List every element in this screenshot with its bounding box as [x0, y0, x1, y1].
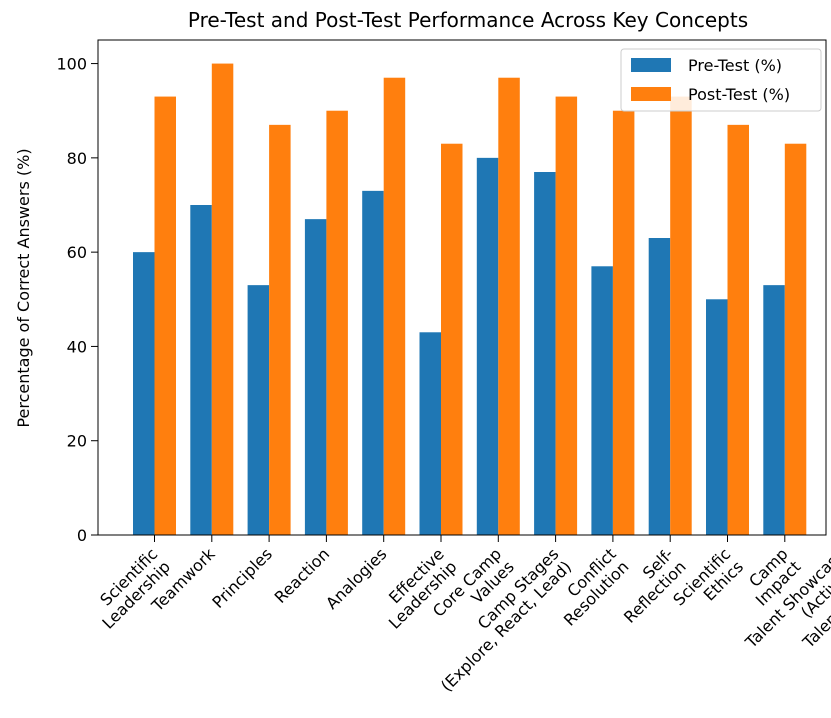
post-test-bar — [441, 143, 463, 535]
pre-test-bar — [362, 190, 384, 535]
post-test-bar — [670, 96, 692, 536]
pre-test-bar — [190, 205, 212, 535]
y-tick-label: 80 — [67, 149, 87, 168]
x-tick-label: ScientificEthics — [669, 544, 747, 622]
post-test-bar — [269, 124, 291, 535]
post-test-bar — [383, 77, 406, 535]
x-tick-label: Analogies — [322, 544, 391, 613]
legend: Pre-Test (%) Post-Test (%) — [620, 48, 822, 112]
x-tick-label: Principles — [208, 544, 276, 612]
y-tick-label: 0 — [77, 526, 87, 545]
post-test-bar — [784, 143, 807, 535]
pre-test-bar — [304, 219, 327, 535]
pre-test-bar — [706, 299, 728, 535]
pre-test-bar — [648, 238, 671, 535]
bars — [133, 63, 807, 536]
y-tick-label: 40 — [67, 337, 87, 356]
post-test-bar — [612, 110, 635, 535]
pre-test-bar — [534, 172, 556, 535]
post-test-bar — [498, 77, 520, 535]
plot-frame — [97, 39, 827, 536]
pre-test-bar — [133, 252, 155, 535]
pre-test-bar — [591, 266, 613, 535]
legend-swatch-pre — [631, 58, 671, 72]
pre-test-bar — [419, 332, 441, 535]
post-test-bar — [154, 96, 176, 536]
post-test-bar — [211, 63, 234, 535]
x-axis: ScientificLeadershipTeamworkPrinciplesRe… — [96, 535, 831, 695]
y-axis-label: Percentage of Correct Answers (%) — [14, 148, 33, 427]
post-test-bar — [555, 96, 578, 536]
y-tick-label: 100 — [56, 55, 87, 74]
x-tick-label: Self-Reflection — [607, 544, 689, 626]
pre-test-bar — [763, 285, 785, 535]
legend-label-post: Post-Test (%) — [688, 85, 790, 104]
legend-swatch-post — [631, 87, 671, 101]
y-tick-label: 20 — [67, 432, 87, 451]
pre-test-bar — [476, 157, 499, 535]
post-test-bar — [326, 110, 348, 535]
pre-test-bar — [247, 285, 270, 535]
y-tick-label: 60 — [67, 243, 87, 262]
legend-label-pre: Pre-Test (%) — [688, 56, 782, 75]
post-test-bar — [727, 124, 749, 535]
y-axis: 0 20 40 60 80 100 — [56, 55, 98, 545]
chart-title: Pre-Test and Post-Test Performance Acros… — [188, 8, 748, 32]
